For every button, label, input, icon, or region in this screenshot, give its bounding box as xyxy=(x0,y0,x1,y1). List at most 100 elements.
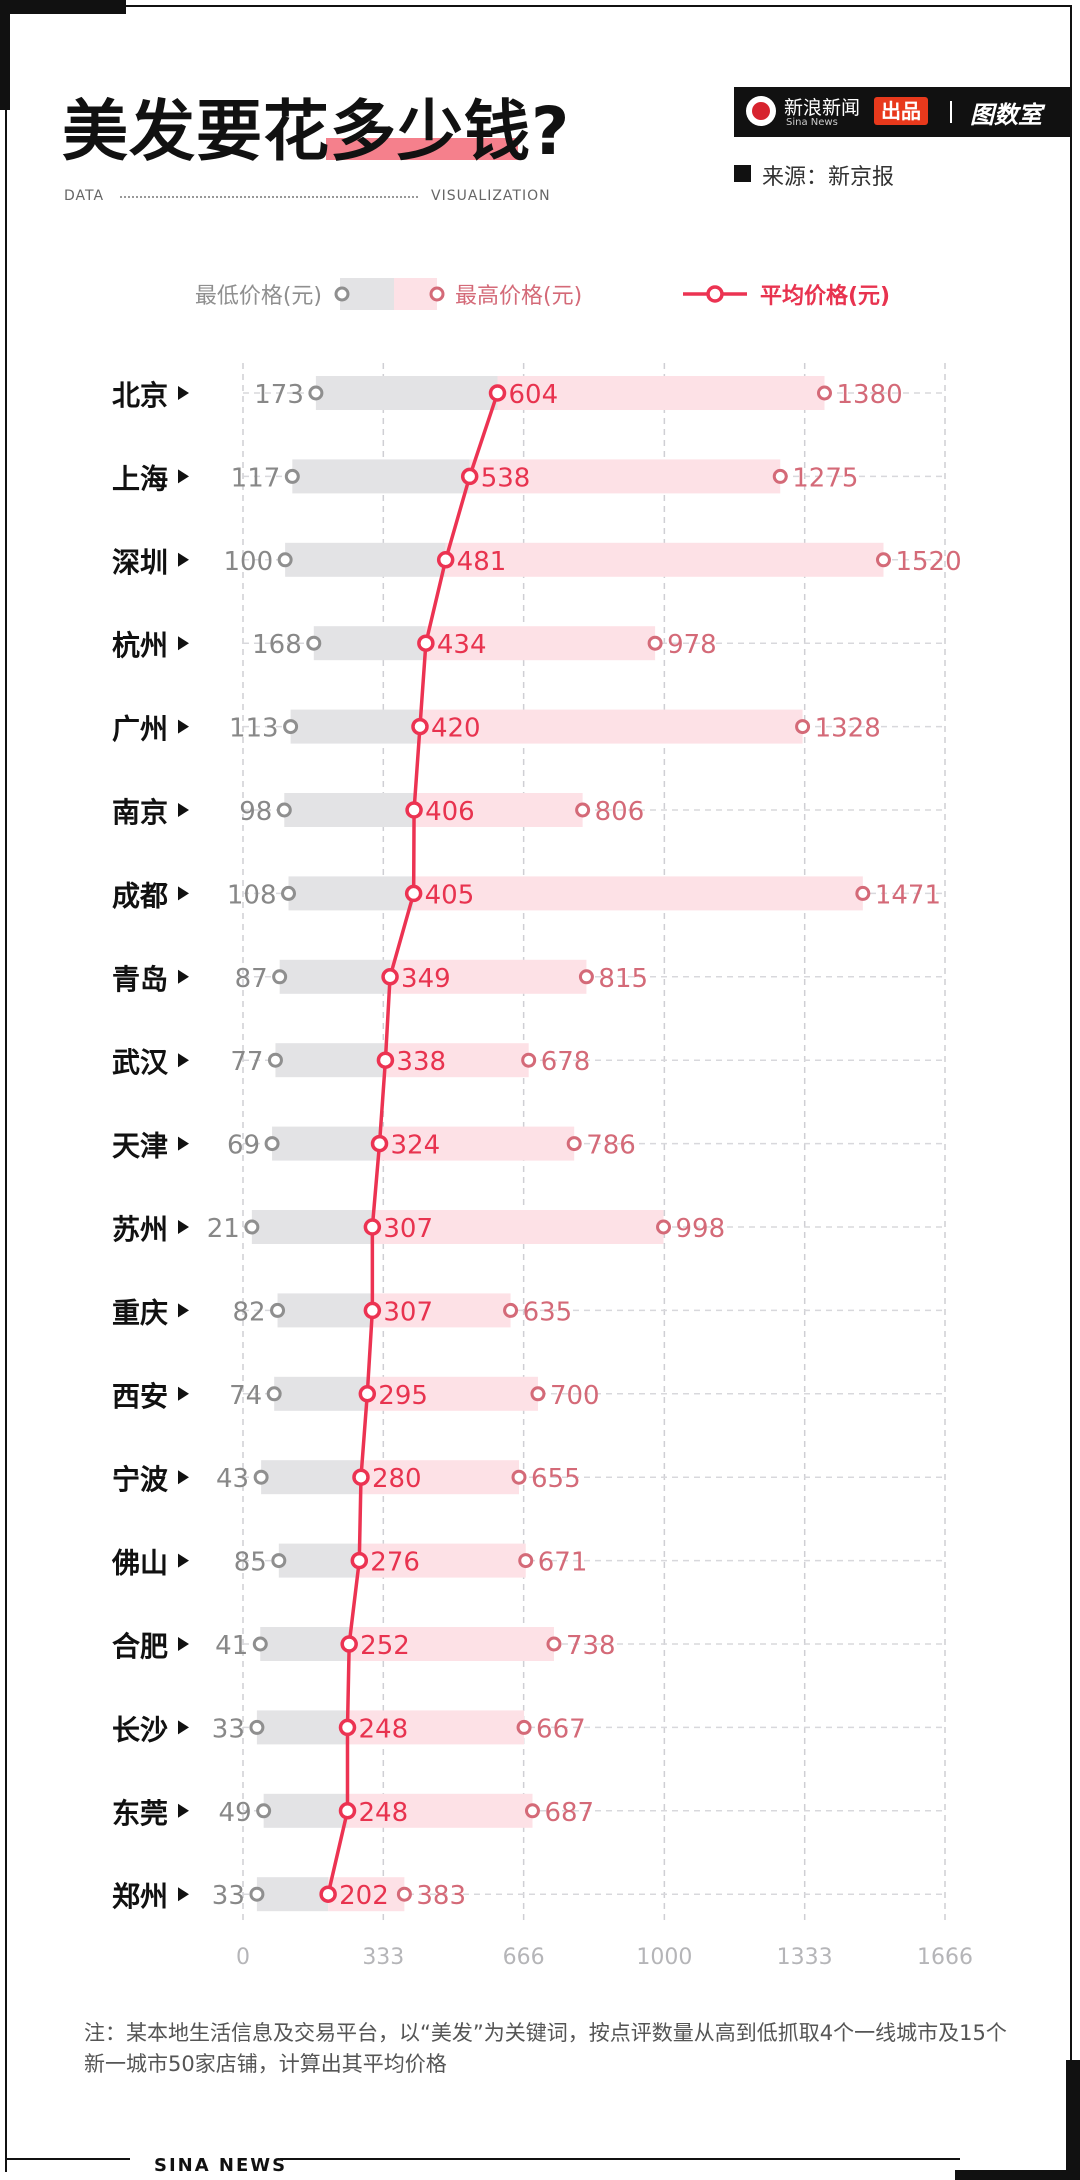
data-tag: DATA xyxy=(64,188,105,204)
min-point xyxy=(276,802,292,818)
bar-max-segment xyxy=(390,959,587,994)
max-value-label: 700 xyxy=(550,1381,600,1411)
bar-min-segment xyxy=(277,1293,373,1328)
frame-line-left xyxy=(5,110,7,2172)
max-point xyxy=(566,1136,582,1152)
avg-value-label: 307 xyxy=(383,1297,433,1327)
brand-room-logo: 图数室 xyxy=(970,101,1042,129)
city-label: 长沙 xyxy=(112,1713,168,1746)
legend-avg-label: 平均价格(元) xyxy=(760,283,890,309)
min-value-label: 173 xyxy=(254,380,304,410)
sina-logo-icon xyxy=(746,96,776,126)
chart: 最低价格(元) 最高价格(元) 平均价格(元) 北京 173 1380 604 上海 117 1… xyxy=(111,278,973,1970)
city-arrow-icon xyxy=(178,1303,189,1318)
avg-value-label: 276 xyxy=(370,1548,420,1578)
avg-value-label: 481 xyxy=(457,547,507,577)
max-value-label: 1471 xyxy=(875,880,941,910)
city-arrow-icon xyxy=(178,552,189,567)
city-label: 武汉 xyxy=(112,1046,169,1079)
max-point xyxy=(546,1636,562,1652)
avg-point xyxy=(352,1468,370,1486)
chart-legend: 最低价格(元) 最高价格(元) 平均价格(元) xyxy=(195,278,890,310)
max-value-label: 635 xyxy=(523,1297,573,1327)
bar-max-segment xyxy=(367,1376,538,1411)
city-arrow-icon xyxy=(178,886,189,901)
avg-value-label: 420 xyxy=(431,714,481,744)
city-label: 南京 xyxy=(112,796,168,829)
min-point xyxy=(249,1886,265,1902)
x-tick-label: 666 xyxy=(503,1945,545,1970)
bar-min-segment xyxy=(263,1793,348,1828)
min-value-label: 98 xyxy=(239,797,272,827)
visualization-tag: VISUALIZATION xyxy=(431,188,551,204)
chart-x-axis: 0 333 666 1000 1333 1666 xyxy=(236,1945,973,1970)
chart-avg-line xyxy=(319,384,507,1903)
title-highlight xyxy=(326,138,518,160)
max-point xyxy=(795,719,811,735)
bar-max-segment xyxy=(328,1877,405,1912)
max-point xyxy=(516,1719,532,1735)
city-arrow-icon xyxy=(178,1553,189,1568)
max-value-label: 1380 xyxy=(836,380,902,410)
city-label: 佛山 xyxy=(111,1547,168,1580)
city-label: 合肥 xyxy=(112,1630,168,1663)
avg-point xyxy=(370,1134,389,1153)
max-point xyxy=(575,802,591,818)
city-label: 西安 xyxy=(112,1380,168,1413)
frame-line-right xyxy=(1070,5,1072,2065)
min-point xyxy=(281,885,297,901)
avg-point xyxy=(338,1718,357,1737)
min-point xyxy=(266,1386,282,1402)
source-square-icon xyxy=(734,165,751,182)
max-point xyxy=(530,1386,546,1402)
avg-point xyxy=(411,717,429,736)
city-arrow-icon xyxy=(178,1720,189,1735)
max-point xyxy=(396,1886,412,1902)
frame-corner-bottom-right xyxy=(1066,2060,1080,2180)
avg-value-label: 338 xyxy=(396,1047,446,1077)
avg-point xyxy=(381,968,399,986)
x-tick-label: 1666 xyxy=(917,1945,973,1970)
avg-point xyxy=(404,884,423,903)
x-tick-label: 333 xyxy=(362,1945,404,1970)
min-point xyxy=(249,1719,265,1735)
avg-value-label: 538 xyxy=(481,463,531,493)
x-tick-label: 1000 xyxy=(636,1945,692,1970)
min-point xyxy=(267,1052,283,1068)
bar-min-segment xyxy=(278,1543,360,1578)
min-point xyxy=(272,969,288,985)
avg-point xyxy=(436,551,455,569)
city-label: 成都 xyxy=(112,879,168,912)
bar-min-segment xyxy=(285,542,446,577)
max-value-label: 1275 xyxy=(792,463,858,493)
bar-min-segment xyxy=(279,959,391,994)
bar-min-segment xyxy=(315,376,498,410)
min-value-label: 33 xyxy=(212,1881,245,1911)
min-point xyxy=(253,1469,269,1485)
city-label: 杭州 xyxy=(112,629,168,662)
legend-max-point xyxy=(429,286,445,302)
city-arrow-icon xyxy=(178,1053,189,1068)
bar-max-segment xyxy=(359,1543,526,1578)
max-point xyxy=(772,468,788,484)
bar-min-segment xyxy=(275,1043,386,1078)
bar-max-segment xyxy=(347,1710,525,1745)
min-value-label: 49 xyxy=(219,1798,252,1828)
page-title: 美发要花多少钱? xyxy=(62,93,571,170)
avg-value-label: 406 xyxy=(425,797,475,827)
footnote: 注：某本地生活信息及交易平台，以“美发”为关键词，按点评数量从高到低抓取4个一线… xyxy=(84,2021,1007,2076)
min-point xyxy=(252,1636,268,1652)
min-value-label: 168 xyxy=(252,630,302,660)
min-point xyxy=(256,1803,272,1819)
bar-max-segment xyxy=(349,1627,554,1661)
min-point xyxy=(264,1136,280,1152)
min-point xyxy=(270,1302,286,1318)
city-arrow-icon xyxy=(178,719,189,734)
max-value-label: 978 xyxy=(667,630,717,660)
avg-point xyxy=(488,384,507,402)
min-value-label: 74 xyxy=(229,1381,262,1411)
min-value-label: 113 xyxy=(229,714,279,744)
city-arrow-icon xyxy=(178,1220,189,1234)
max-value-label: 687 xyxy=(544,1798,594,1828)
min-value-label: 43 xyxy=(216,1464,249,1494)
